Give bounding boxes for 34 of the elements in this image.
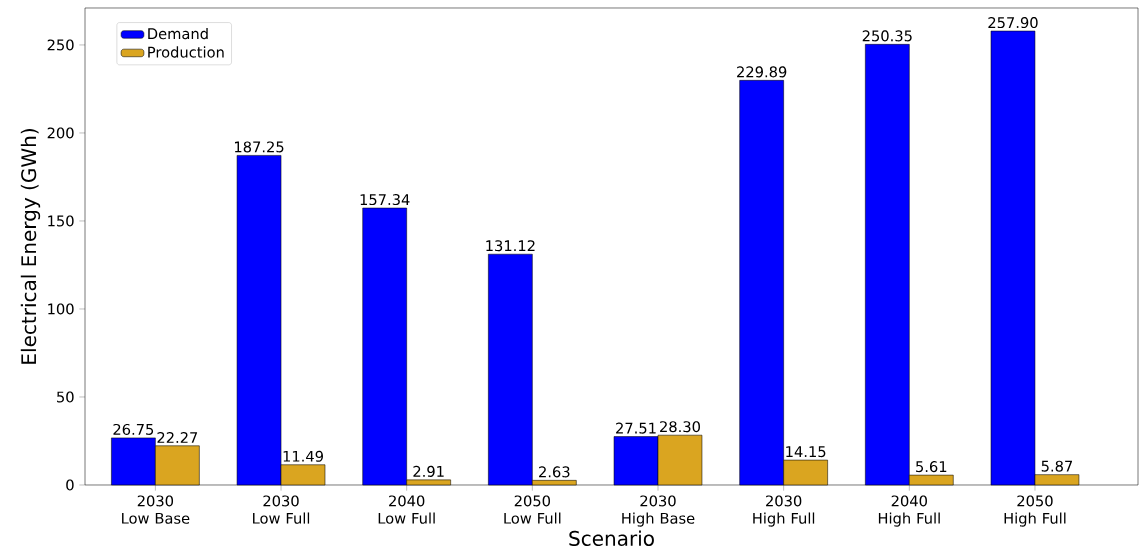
- data-label: 26.75: [113, 423, 154, 435]
- data-label: 5.87: [1041, 460, 1073, 472]
- x-tick-label: 2030 High Full: [753, 495, 815, 527]
- x-tick-label: 2040 Low Full: [378, 495, 435, 524]
- legend-label: Production: [148, 46, 224, 58]
- data-label: 250.35: [862, 30, 912, 42]
- x-tick-label: 2040 High Full: [878, 495, 940, 527]
- y-tick-label: 250: [47, 39, 74, 51]
- data-label: 22.27: [157, 431, 198, 443]
- data-label: 14.15: [786, 446, 826, 458]
- data-label: 257.90: [988, 17, 1038, 29]
- x-tick-label: 2030 High Base: [622, 495, 695, 527]
- data-label: 28.30: [660, 421, 700, 433]
- y-tick-label: 0: [66, 479, 74, 491]
- data-label: 2.91: [413, 465, 444, 477]
- legend-label: Demand: [148, 27, 208, 40]
- data-label: 229.89: [737, 66, 787, 78]
- x-tick-label: 2030 Low Full: [253, 495, 310, 524]
- x-tick-label: 2030 Low Base: [122, 495, 190, 524]
- data-label: 27.51: [616, 422, 656, 434]
- data-label: 11.49: [283, 450, 323, 462]
- data-label: 5.61: [916, 461, 947, 473]
- x-axis-title: Scenario: [569, 530, 654, 546]
- data-label: 2.63: [539, 466, 570, 478]
- data-label: 187.25: [234, 141, 284, 153]
- y-axis-title: Electrical Energy (GWh): [20, 129, 41, 364]
- x-tick-label: 2050 Low Full: [504, 495, 561, 524]
- x-tick-label: 2050 High Full: [1004, 495, 1066, 527]
- data-label: 131.12: [486, 240, 535, 252]
- data-label: 157.34: [360, 194, 410, 206]
- y-tick-label: 50: [57, 391, 74, 403]
- y-tick-label: 100: [48, 303, 74, 315]
- y-tick-label: 150: [48, 215, 74, 227]
- y-tick-label: 200: [47, 127, 74, 139]
